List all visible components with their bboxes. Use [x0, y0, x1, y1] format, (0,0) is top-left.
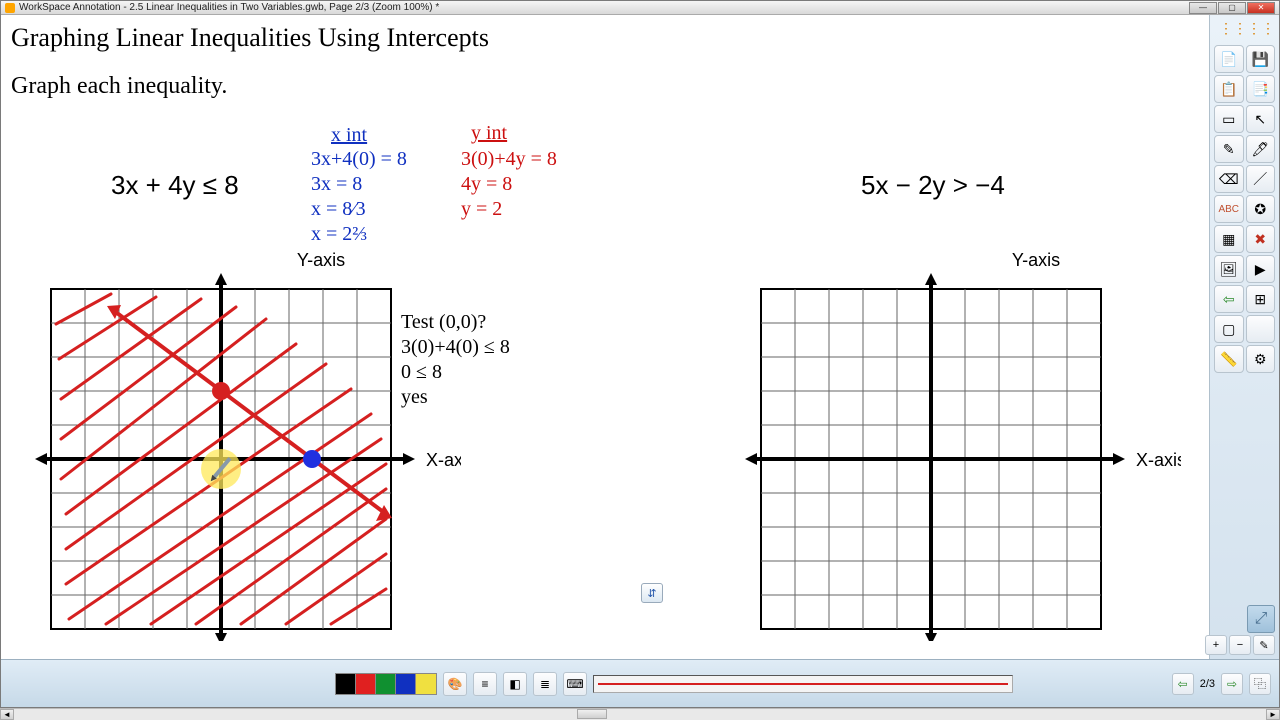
color-swatches: [335, 673, 437, 695]
right-toolbar: ⋮⋮⋮⋮ 📄 💾 📋 📑 ▭ ↖ ✎ 🖊 ⌫ ／ ABC ✪ ▦ ✖ 🖼 ▶ ⇦…: [1209, 15, 1279, 659]
zoom-fit-button[interactable]: ⤢: [1247, 605, 1275, 633]
tool-cursor[interactable]: ↖: [1246, 105, 1276, 133]
yaxis-label-left: Y-axis: [181, 250, 461, 271]
app-window: WorkSpace Annotation - 2.5 Linear Inequa…: [0, 0, 1280, 708]
tool-stamp[interactable]: ✪: [1246, 195, 1276, 223]
tool-eraser[interactable]: ⌫: [1214, 165, 1244, 193]
tool-shapes[interactable]: ▦: [1214, 225, 1244, 253]
tool-redo[interactable]: 📑: [1246, 75, 1276, 103]
tool-blank[interactable]: [1246, 315, 1276, 343]
linewidth-button[interactable]: ≡: [473, 672, 497, 696]
tool-ruler[interactable]: 📏: [1214, 345, 1244, 373]
transparency-button[interactable]: ◧: [503, 672, 527, 696]
keyboard-button[interactable]: ⌨: [563, 672, 587, 696]
tool-grid[interactable]: ⊞: [1246, 285, 1276, 313]
stroke-preview[interactable]: [593, 675, 1013, 693]
toolbar-grip[interactable]: ⋮⋮⋮⋮: [1214, 19, 1275, 37]
tool-recorder[interactable]: ▶: [1246, 255, 1276, 283]
yaxis-label-right: Y-axis: [891, 250, 1181, 271]
scroll-right-button[interactable]: ►: [1266, 709, 1280, 720]
swatch-green[interactable]: [376, 674, 396, 694]
graph-right-svg: X-axis: [741, 271, 1181, 641]
scroll-thumb[interactable]: [577, 709, 607, 719]
close-button[interactable]: ✕: [1247, 2, 1275, 14]
whiteboard-canvas[interactable]: Graphing Linear Inequalities Using Inter…: [1, 15, 1209, 659]
swatch-red[interactable]: [356, 674, 376, 694]
tool-settings[interactable]: ⚙: [1246, 345, 1276, 373]
content-area: Graphing Linear Inequalities Using Inter…: [1, 15, 1279, 707]
tool-page[interactable]: ▢: [1214, 315, 1244, 343]
tool-undo[interactable]: 📋: [1214, 75, 1244, 103]
horizontal-scrollbar[interactable]: ◄ ►: [0, 708, 1280, 720]
xaxis-label-right: X-axis: [1136, 450, 1181, 470]
app-icon: [5, 3, 15, 13]
tool-select[interactable]: ▭: [1214, 105, 1244, 133]
next-page-button[interactable]: ⇨: [1221, 673, 1243, 695]
swatch-black[interactable]: [336, 674, 356, 694]
xaxis-label-left: X-axis: [426, 450, 461, 470]
linestyle-button[interactable]: ≣: [533, 672, 557, 696]
scroll-left-button[interactable]: ◄: [0, 709, 14, 720]
equation-right: 5x − 2y > −4: [861, 170, 1005, 201]
tool-line[interactable]: ／: [1246, 165, 1276, 193]
page-indicator: 2/3: [1200, 678, 1215, 690]
annotate-toggle[interactable]: ✎: [1253, 635, 1275, 655]
tool-back[interactable]: ⇦: [1214, 285, 1244, 313]
tool-gallery[interactable]: 🖼: [1214, 255, 1244, 283]
page-sorter-button[interactable]: ⿻: [1249, 673, 1271, 695]
bottom-toolbar: 🎨 ≡ ◧ ≣ ⌨ ⇦ 2/3 ⇨ ⿻: [1, 659, 1279, 707]
page-toggle-button[interactable]: ⇵: [641, 583, 663, 603]
yint-label: y int: [471, 121, 507, 146]
window-title: WorkSpace Annotation - 2.5 Linear Inequa…: [19, 2, 439, 13]
tool-new-page[interactable]: 📄: [1214, 45, 1244, 73]
tool-pen[interactable]: ✎: [1214, 135, 1244, 163]
page-title: Graphing Linear Inequalities Using Inter…: [1, 15, 1209, 55]
graph-right: Y-axis: [741, 250, 1181, 646]
titlebar[interactable]: WorkSpace Annotation - 2.5 Linear Inequa…: [1, 1, 1279, 15]
tool-highlighter[interactable]: 🖊: [1246, 135, 1276, 163]
page-subtitle: Graph each inequality.: [1, 55, 1209, 104]
swatch-blue[interactable]: [396, 674, 416, 694]
equation-left: 3x + 4y ≤ 8: [111, 170, 239, 201]
zoom-controls: + − ✎: [1205, 635, 1275, 655]
color-picker-button[interactable]: 🎨: [443, 672, 467, 696]
maximize-button[interactable]: ▢: [1218, 2, 1246, 14]
zoom-in-button[interactable]: +: [1205, 635, 1227, 655]
zoom-out-button[interactable]: −: [1229, 635, 1251, 655]
xint-work: 3x+4(0) = 8 3x = 8 x = 8⁄3 x = 2⅔: [311, 147, 407, 247]
graph-left: Y-axis: [31, 250, 461, 646]
tool-delete[interactable]: ✖: [1246, 225, 1276, 253]
graph-left-svg: X-axis: [31, 271, 461, 641]
minimize-button[interactable]: —: [1189, 2, 1217, 14]
tool-save[interactable]: 💾: [1246, 45, 1276, 73]
swatch-yellow[interactable]: [416, 674, 436, 694]
yint-work: 3(0)+4y = 8 4y = 8 y = 2: [461, 147, 557, 222]
prev-page-button[interactable]: ⇦: [1172, 673, 1194, 695]
xint-label: x int: [331, 123, 367, 148]
tool-text[interactable]: ABC: [1214, 195, 1244, 223]
